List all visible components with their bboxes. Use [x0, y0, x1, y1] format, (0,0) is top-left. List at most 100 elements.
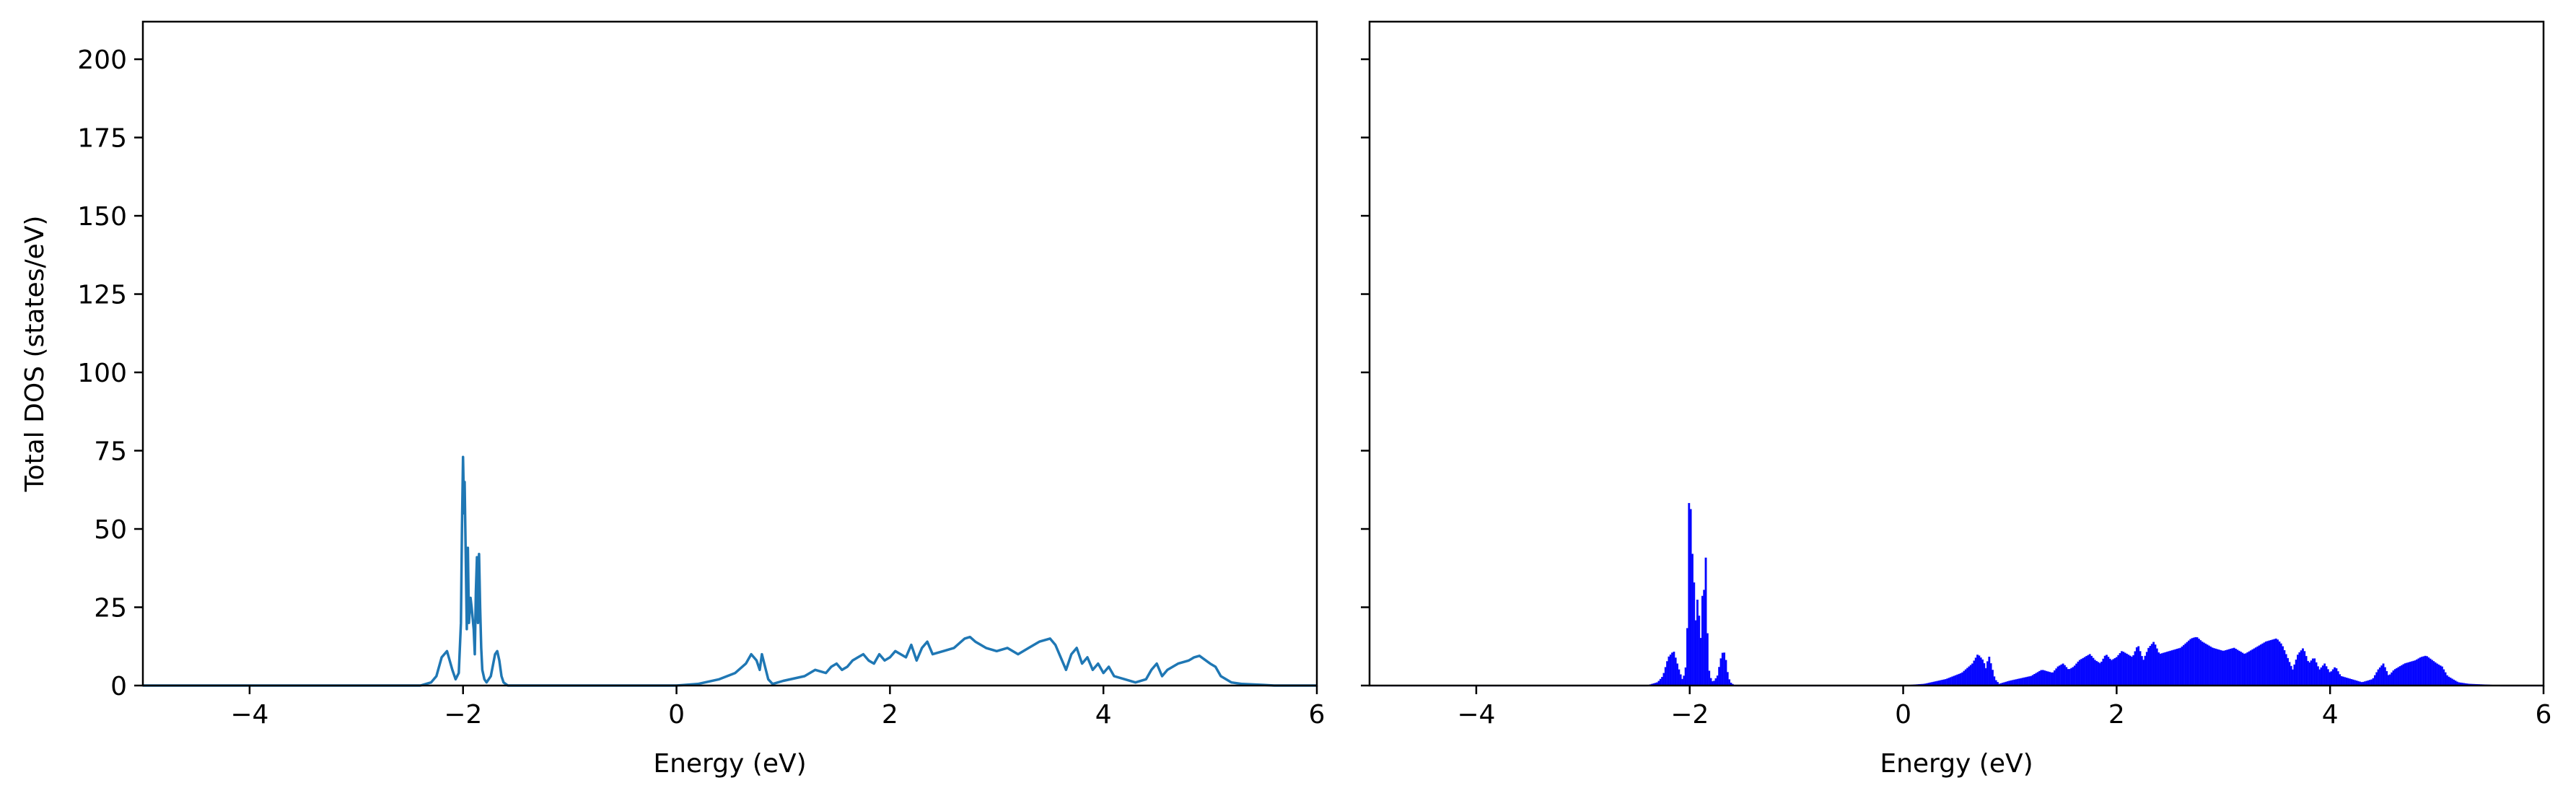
x-tick-label: 4 — [1095, 700, 1112, 730]
dos-bar — [2404, 663, 2406, 686]
y-tick-label: 200 — [77, 45, 127, 75]
dos-bar — [1963, 670, 1966, 686]
dos-bar — [1944, 679, 1947, 686]
dos-bar — [2015, 679, 2018, 686]
dos-bar — [2170, 650, 2173, 686]
dos-bar — [2214, 648, 2217, 686]
dos-bar — [2130, 656, 2133, 686]
dos-bar — [2139, 651, 2142, 686]
dos-bar — [2135, 647, 2138, 686]
dos-bar — [2375, 672, 2378, 686]
dos-bar — [2426, 656, 2428, 686]
x-tick-label: 0 — [668, 700, 685, 730]
dos-bar — [2295, 660, 2297, 686]
dos-bar — [1699, 637, 1702, 686]
dos-bar — [1708, 670, 1711, 686]
left-dos-curve — [143, 455, 1317, 687]
dos-bar — [1704, 557, 1707, 686]
dos-bar — [2113, 657, 2116, 686]
dos-bar — [1684, 667, 1687, 686]
dos-bar — [2339, 674, 2341, 686]
dos-bar — [2194, 636, 2197, 686]
dos-bar — [2045, 670, 2048, 686]
dos-bar — [2100, 661, 2103, 686]
dos-bar — [1706, 633, 1709, 686]
dos-bar — [1662, 673, 1665, 686]
dos-bar — [1686, 628, 1688, 686]
dos-bar — [2036, 672, 2039, 686]
dos-bar — [2112, 659, 2115, 686]
dos-bar — [2221, 650, 2224, 686]
dos-bar — [1666, 661, 1669, 686]
dos-bar — [2072, 667, 2075, 686]
dos-bar — [2388, 674, 2391, 686]
dos-bar — [2283, 649, 2286, 686]
dos-bar — [2165, 652, 2168, 686]
dos-bar — [2417, 658, 2420, 686]
dos-bar — [2189, 639, 2192, 686]
dos-bar — [1693, 582, 1696, 686]
dos-bar — [2016, 678, 2019, 686]
dos-bar — [2243, 653, 2246, 686]
x-tick-label: 2 — [882, 700, 898, 730]
dos-bar — [2041, 670, 2044, 686]
dos-bar — [2159, 653, 2162, 686]
dos-bar — [2150, 644, 2153, 686]
dos-bar — [2391, 672, 2393, 686]
dos-bar — [2407, 662, 2410, 686]
y-tick-label: 175 — [77, 124, 127, 154]
dos-bar — [2147, 647, 2150, 686]
dos-bar — [2033, 674, 2036, 686]
dos-bar — [2316, 666, 2319, 686]
dos-bar — [2230, 648, 2232, 686]
dos-bar — [1721, 652, 1724, 686]
dos-bar — [2235, 649, 2237, 686]
dos-bar — [1716, 675, 1719, 686]
dos-bar — [2092, 657, 2095, 686]
dos-bar — [2443, 669, 2445, 686]
dos-bar — [2145, 652, 2148, 686]
dos-bar — [2310, 660, 2313, 686]
dos-bar — [2157, 652, 2160, 686]
dos-bar — [2050, 672, 2053, 686]
dos-bar — [2268, 640, 2271, 686]
dos-bar — [2261, 643, 2264, 686]
x-tick-label: −4 — [230, 700, 268, 730]
dos-bar — [2264, 642, 2267, 686]
x-tick-label: 4 — [2322, 700, 2339, 730]
dos-bar — [2387, 675, 2390, 686]
dos-bar — [1964, 669, 1967, 686]
dos-bar — [2308, 662, 2311, 686]
dos-bar — [2192, 637, 2195, 686]
dos-bar — [2178, 648, 2180, 686]
dos-bar — [2416, 659, 2418, 686]
dos-bar — [2300, 650, 2303, 686]
dos-bar — [2164, 652, 2167, 686]
dos-bar — [1949, 677, 1952, 686]
dos-bar — [1984, 668, 1987, 686]
dos-bar — [1951, 676, 1954, 686]
dos-bar — [2256, 646, 2259, 686]
dos-bar — [2196, 637, 2199, 686]
dos-bar — [2412, 660, 2415, 686]
dos-bar — [2063, 665, 2066, 686]
dos-bar — [2055, 668, 2058, 686]
dos-bar — [2278, 641, 2281, 686]
dos-bar — [2248, 651, 2251, 686]
dos-bar — [2021, 678, 2024, 686]
dos-bar — [2065, 667, 2068, 686]
dos-bar — [1958, 673, 1961, 686]
dos-bar — [2330, 671, 2333, 686]
dos-bar — [2025, 677, 2028, 686]
dos-bar — [2263, 642, 2266, 686]
dos-bar — [2088, 654, 2091, 686]
y-tick-label: 50 — [94, 515, 127, 545]
y-tick-label: 150 — [77, 202, 127, 232]
dos-bar — [2129, 655, 2132, 686]
dos-bar — [2049, 672, 2051, 686]
x-tick-label: −4 — [1457, 700, 1495, 730]
dos-bar — [2311, 658, 2314, 686]
dos-bar — [2098, 662, 2101, 686]
dos-bar — [2292, 669, 2294, 686]
left-y-ticks: 0 25 50 75 100 125 150 175 200 — [77, 45, 143, 701]
